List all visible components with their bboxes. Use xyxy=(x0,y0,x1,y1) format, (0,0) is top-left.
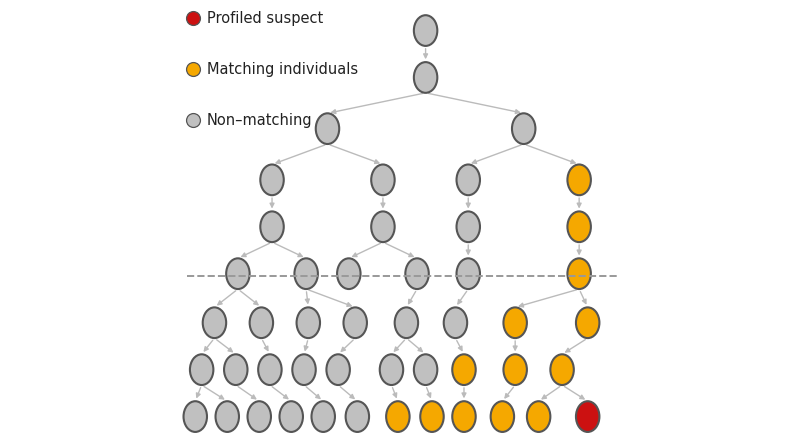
Ellipse shape xyxy=(258,354,282,385)
Ellipse shape xyxy=(202,307,226,338)
Ellipse shape xyxy=(576,307,599,338)
Text: Matching individuals: Matching individuals xyxy=(207,62,358,77)
Text: Profiled suspect: Profiled suspect xyxy=(207,11,323,26)
Ellipse shape xyxy=(260,165,284,195)
Ellipse shape xyxy=(567,165,591,195)
Ellipse shape xyxy=(550,354,574,385)
Ellipse shape xyxy=(414,62,438,93)
Ellipse shape xyxy=(337,259,361,289)
Ellipse shape xyxy=(343,307,367,338)
Ellipse shape xyxy=(183,401,207,432)
Text: Non–matching: Non–matching xyxy=(207,113,313,128)
Ellipse shape xyxy=(386,401,410,432)
Ellipse shape xyxy=(444,307,467,338)
Ellipse shape xyxy=(452,354,476,385)
Ellipse shape xyxy=(420,401,444,432)
Ellipse shape xyxy=(512,113,535,144)
Ellipse shape xyxy=(311,401,335,432)
Ellipse shape xyxy=(371,211,394,242)
Ellipse shape xyxy=(414,15,438,46)
Ellipse shape xyxy=(190,354,214,385)
Ellipse shape xyxy=(371,165,394,195)
Ellipse shape xyxy=(503,307,527,338)
Ellipse shape xyxy=(394,307,418,338)
Ellipse shape xyxy=(380,354,403,385)
Ellipse shape xyxy=(316,113,339,144)
Ellipse shape xyxy=(247,401,271,432)
Ellipse shape xyxy=(457,165,480,195)
Ellipse shape xyxy=(326,354,350,385)
Ellipse shape xyxy=(503,354,527,385)
Ellipse shape xyxy=(297,307,320,338)
Ellipse shape xyxy=(406,259,429,289)
Ellipse shape xyxy=(346,401,369,432)
Ellipse shape xyxy=(224,354,247,385)
Ellipse shape xyxy=(292,354,316,385)
Ellipse shape xyxy=(260,211,284,242)
Ellipse shape xyxy=(250,307,273,338)
Ellipse shape xyxy=(215,401,239,432)
Ellipse shape xyxy=(567,259,591,289)
Ellipse shape xyxy=(490,401,514,432)
Ellipse shape xyxy=(452,401,476,432)
Ellipse shape xyxy=(576,401,599,432)
Ellipse shape xyxy=(457,211,480,242)
Ellipse shape xyxy=(294,259,318,289)
Ellipse shape xyxy=(567,211,591,242)
Ellipse shape xyxy=(457,259,480,289)
Ellipse shape xyxy=(527,401,550,432)
Ellipse shape xyxy=(279,401,303,432)
Ellipse shape xyxy=(414,354,438,385)
Ellipse shape xyxy=(226,259,250,289)
